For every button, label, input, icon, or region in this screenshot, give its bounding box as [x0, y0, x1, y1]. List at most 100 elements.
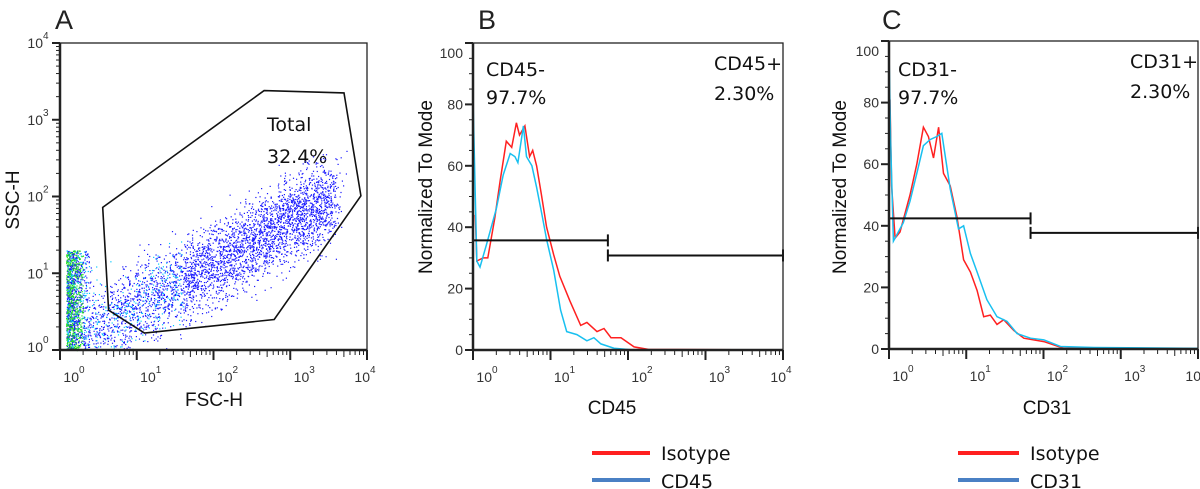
scatter-point: [265, 256, 267, 258]
scatter-point: [266, 210, 268, 212]
scatter-point: [123, 341, 125, 343]
scatter-point: [213, 259, 215, 261]
scatter-point: [247, 225, 249, 227]
scatter-point: [68, 309, 70, 311]
scatter-point: [115, 346, 117, 348]
scatter-point: [160, 272, 162, 274]
scatter-point: [309, 202, 311, 204]
scatter-point: [155, 338, 157, 340]
scatter-point: [74, 301, 76, 303]
scatter-point: [172, 304, 174, 306]
scatter-point: [319, 196, 321, 198]
scatter-point: [284, 249, 286, 251]
scatter-point: [147, 308, 149, 310]
scatter-point: [315, 196, 317, 198]
scatter-point: [307, 200, 309, 202]
scatter-point: [304, 204, 306, 206]
scatter-point: [205, 304, 207, 306]
scatter-point: [134, 276, 136, 278]
scatter-point: [262, 232, 264, 234]
scatter-point: [323, 199, 325, 201]
scatter-point: [313, 228, 315, 230]
scatter-point: [312, 196, 315, 198]
scatter-point: [176, 286, 178, 288]
scatter-point: [232, 258, 234, 260]
scatter-point: [125, 336, 127, 338]
scatter-point: [99, 337, 102, 339]
scatter-point: [97, 334, 99, 336]
scatter-point: [319, 195, 321, 197]
scatter-point: [121, 346, 123, 348]
scatter-point: [314, 200, 316, 202]
scatter-point: [247, 246, 249, 248]
scatter-point: [310, 224, 312, 226]
scatter-point: [261, 244, 263, 247]
scatter-point: [85, 327, 87, 329]
scatter-point: [134, 330, 136, 332]
scatter-point: [118, 326, 121, 328]
scatter-point: [176, 273, 178, 275]
scatter-point: [126, 326, 128, 328]
scatter-point: [244, 291, 246, 293]
scatter-point: [75, 320, 77, 322]
scatter-point: [229, 226, 231, 228]
scatter-point: [278, 191, 280, 193]
scatter-point: [80, 280, 82, 282]
scatter-point: [75, 302, 77, 304]
scatter-point: [67, 323, 69, 325]
scatter-point: [180, 285, 182, 287]
scatter-point: [96, 347, 98, 349]
scatter-point: [99, 283, 101, 285]
scatter-point: [294, 223, 296, 225]
scatter-point: [93, 317, 95, 320]
scatter-point: [207, 249, 209, 251]
scatter-point: [66, 294, 68, 296]
scatter-point: [240, 252, 242, 254]
scatter-point: [80, 326, 82, 328]
scatter-point: [219, 298, 221, 300]
scatter-point: [226, 225, 228, 227]
scatter-point: [66, 259, 69, 261]
scatter-point: [88, 338, 90, 341]
scatter-point: [73, 331, 75, 334]
scatter-point: [241, 283, 243, 285]
scatter-point: [127, 340, 129, 342]
scatter-point: [199, 294, 201, 296]
scatter-point: [73, 322, 75, 324]
scatter-point: [69, 273, 71, 275]
scatter-point: [69, 253, 71, 255]
scatter-point: [112, 329, 114, 331]
scatter-point: [213, 297, 215, 299]
scatter-point: [317, 212, 320, 214]
scatter-point: [195, 251, 197, 253]
scatter-point: [268, 225, 270, 227]
scatter-point: [221, 266, 223, 268]
scatter-point: [66, 298, 68, 300]
scatter-point: [303, 199, 305, 201]
scatter-point: [282, 279, 284, 281]
scatter-point: [300, 192, 302, 194]
scatter-point: [270, 239, 272, 241]
scatter-point: [312, 232, 314, 234]
scatter-point: [307, 240, 310, 242]
scatter-point: [198, 285, 200, 287]
scatter-point: [67, 261, 69, 263]
scatter-point: [219, 272, 221, 275]
scatter-point: [305, 192, 307, 194]
scatter-point: [70, 324, 72, 326]
scatter-point: [262, 202, 264, 204]
scatter-point: [74, 268, 77, 270]
scatter-point: [186, 293, 188, 295]
scatter-point: [291, 233, 293, 235]
scatter-point: [75, 303, 77, 305]
scatter-point: [144, 296, 146, 298]
scatter-point: [248, 245, 250, 247]
scatter-point: [186, 283, 188, 286]
scatter-point: [316, 178, 318, 180]
scatter-point: [292, 197, 294, 199]
scatter-point: [284, 180, 286, 183]
scatter-point: [192, 287, 195, 289]
scatter-point: [77, 324, 79, 326]
scatter-point: [133, 301, 135, 303]
scatter-point: [292, 202, 294, 204]
